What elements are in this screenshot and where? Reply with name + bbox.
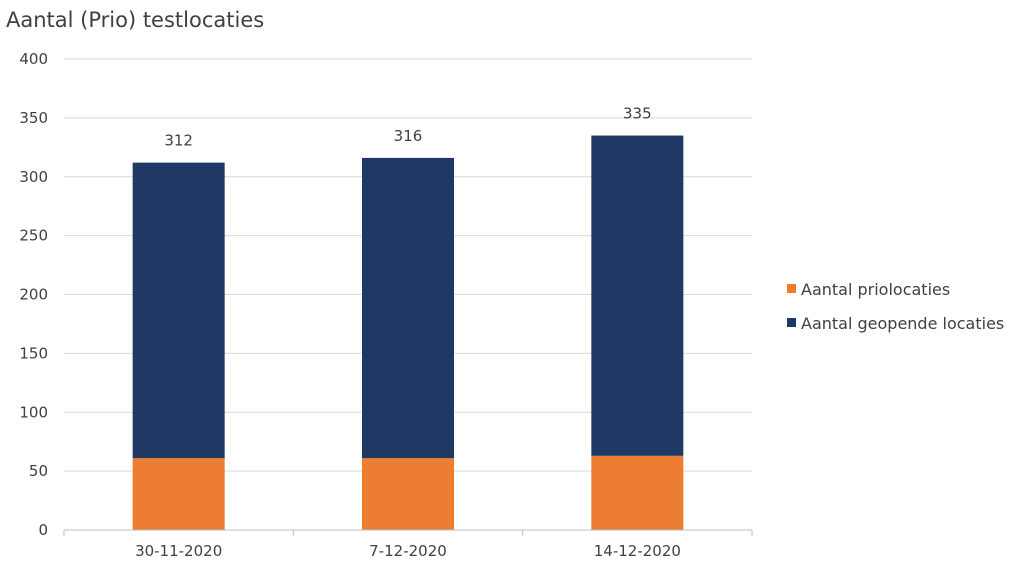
bars: [132, 135, 684, 530]
bar-priolocaties: [591, 455, 684, 530]
chart-title: Aantal (Prio) testlocaties: [6, 8, 264, 32]
y-tick-label: 200: [19, 286, 48, 304]
legend-swatch: [787, 318, 796, 327]
y-tick-label: 100: [19, 403, 48, 421]
legend-label: Aantal geopende locaties: [801, 314, 1004, 333]
x-tick-label: 7-12-2020: [369, 542, 447, 560]
y-tick-label: 400: [19, 50, 48, 68]
total-data-label: 312: [164, 132, 193, 150]
bar-geopende-locaties: [132, 162, 225, 459]
y-tick-label: 0: [38, 521, 48, 539]
legend-label: Aantal priolocaties: [801, 280, 950, 299]
y-tick-label: 250: [19, 227, 48, 245]
y-tick-label: 350: [19, 109, 48, 127]
x-tick-label: 14-12-2020: [594, 542, 681, 560]
total-labels: 312 316 335: [164, 105, 651, 150]
y-tick-label: 300: [19, 168, 48, 186]
y-axis-ticks: 0 50 100 150 200 250 300 350 400: [19, 50, 48, 539]
bar-priolocaties: [132, 458, 225, 530]
legend-swatch: [787, 284, 796, 293]
y-tick-label: 150: [19, 344, 48, 362]
y-tick-label: 50: [29, 462, 48, 480]
legend: Aantal priolocaties Aantal geopende locat…: [787, 280, 1004, 333]
total-data-label: 335: [623, 105, 652, 123]
bar-geopende-locaties: [362, 157, 454, 459]
bar-priolocaties: [362, 458, 454, 530]
total-data-label: 316: [394, 127, 423, 145]
x-tick-label: 30-11-2020: [135, 542, 222, 560]
x-axis: 30-11-2020 7-12-2020 14-12-2020: [63, 529, 753, 560]
bar-geopende-locaties: [591, 135, 684, 456]
